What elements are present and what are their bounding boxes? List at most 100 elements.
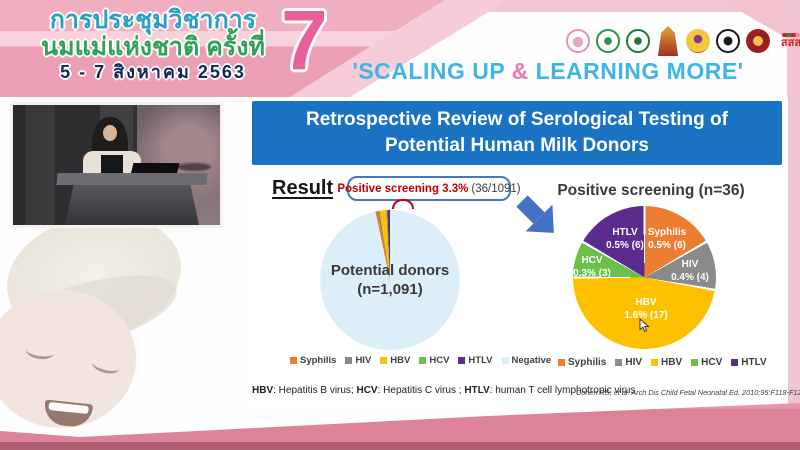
legend-label: Syphilis bbox=[300, 355, 337, 366]
callout-highlight: Positive screening 3.3% bbox=[337, 182, 469, 195]
slice-label-hbv: HBV 1.6% (17) bbox=[615, 296, 677, 322]
presenter-video[interactable] bbox=[10, 102, 223, 228]
legend-label: Syphilis bbox=[568, 357, 607, 368]
legend-swatch-icon bbox=[651, 359, 659, 366]
legend-left: Syphilis HIV HBV HCV HTLV Negative bbox=[290, 355, 560, 366]
sponsor-logos: สสส bbox=[566, 26, 800, 56]
footnote-def: : Hepatitis B virus; bbox=[273, 385, 357, 396]
legend-swatch-icon bbox=[345, 357, 353, 364]
mother-and-child-logo-icon bbox=[566, 29, 590, 53]
positive-screening-title: Positive screening (n=36) bbox=[557, 182, 745, 199]
tagline-ampersand: & bbox=[511, 58, 529, 84]
legend-swatch-icon bbox=[731, 359, 739, 366]
tagline-close: LEARNING MORE' bbox=[528, 58, 744, 84]
legend-label: HIV bbox=[355, 355, 372, 366]
slide-title: Retrospective Review of Serological Test… bbox=[306, 109, 728, 156]
baby-background-photo bbox=[0, 226, 240, 436]
mouse-cursor-icon bbox=[639, 317, 650, 338]
legend-item: HIV bbox=[345, 355, 371, 366]
footnote-def: : Hepatitis C virus ; bbox=[377, 385, 465, 396]
university-seal-icon bbox=[716, 29, 740, 53]
slice-name: HCV bbox=[581, 255, 603, 266]
video-frame bbox=[13, 105, 220, 225]
legend-swatch-icon bbox=[615, 359, 623, 366]
positive-screening-callout: Positive screening 3.3% (36/1091) bbox=[337, 176, 521, 201]
slice-value: 0.4% (4) bbox=[671, 272, 709, 283]
slice-name: HTLV bbox=[612, 227, 638, 238]
conference-title-line1: การประชุมวิชาการ bbox=[49, 6, 257, 34]
legend-swatch-icon bbox=[458, 357, 466, 364]
pie-center-label-line1: Potential donors bbox=[330, 261, 450, 279]
footnote-def: : human T cell lymphotropic virus bbox=[489, 385, 636, 396]
slice-name: HBV bbox=[635, 297, 657, 308]
legend-swatch-icon bbox=[501, 357, 509, 364]
slice-value: 0.5% (6) bbox=[648, 240, 686, 251]
legend-item: HIV bbox=[615, 357, 642, 368]
legend-swatch-icon bbox=[558, 359, 565, 366]
legend-item: HCV bbox=[419, 355, 449, 366]
legend-item: Syphilis bbox=[558, 357, 606, 368]
legend-label: HTLV bbox=[741, 357, 767, 368]
slice-label-syphilis: Syphilis 0.5% (6) bbox=[639, 226, 695, 252]
legend-label: HCV bbox=[429, 355, 450, 366]
tagline-open: 'SCALING UP bbox=[352, 58, 512, 84]
public-health-logo-icon bbox=[596, 29, 620, 53]
callout-pointer-icon bbox=[392, 199, 414, 209]
legend-label: HBV bbox=[390, 355, 411, 366]
legend-item: HBV bbox=[651, 357, 682, 368]
edition-number: 7 bbox=[281, 0, 328, 87]
slice-value: 0.5% (6) bbox=[606, 240, 644, 251]
slice-label-hcv: HCV 0.3% (3) bbox=[563, 254, 621, 280]
footnote-abbr: HBV bbox=[252, 385, 274, 396]
footnote-abbr: HTLV bbox=[464, 385, 490, 396]
slice-value: 0.3% (3) bbox=[573, 268, 611, 279]
pie-center-label-line2: (n=1,091) bbox=[357, 281, 423, 298]
slice-name: Syphilis bbox=[647, 227, 687, 238]
baby-teeth bbox=[48, 401, 89, 415]
legend-item: Negative bbox=[501, 355, 552, 366]
podium bbox=[65, 181, 199, 225]
right-pink-strip bbox=[787, 0, 800, 450]
conference-date: 5 - 7 สิงหาคม 2563 bbox=[60, 62, 246, 82]
callout-detail: (36/1091) bbox=[471, 182, 521, 195]
legend-label: HTLV bbox=[468, 355, 493, 366]
flags-icon bbox=[782, 32, 800, 37]
slice-label-htlv: HTLV 0.5% (6) bbox=[596, 226, 654, 252]
legend-right: Syphilis HIV HBV HCV HTLV bbox=[558, 357, 776, 368]
slide: Retrospective Review of Serological Test… bbox=[246, 97, 800, 411]
positive-screening-pie-chart: Syphilis 0.5% (6) HIV 0.4% (4) HBV 1.6% … bbox=[573, 206, 716, 349]
slide-title-bar: Retrospective Review of Serological Test… bbox=[252, 101, 782, 165]
royal-crown-emblem-icon bbox=[686, 29, 710, 53]
abbreviation-footnote: HBV: Hepatitis B virus; HCV: Hepatitis C… bbox=[252, 385, 636, 396]
potential-donors-pie-chart: Potential donors (n=1,091) bbox=[320, 210, 460, 350]
legend-swatch-icon bbox=[691, 359, 699, 366]
legend-label: HBV bbox=[661, 357, 683, 368]
legend-swatch-icon bbox=[419, 357, 427, 364]
conference-tagline: 'SCALING UP & LEARNING MORE' bbox=[300, 58, 796, 85]
thai-health-promotion-logo: สสส bbox=[776, 29, 800, 53]
legend-item: HBV bbox=[380, 355, 410, 366]
legend-item: HCV bbox=[691, 357, 722, 368]
red-crest-logo-icon bbox=[746, 29, 770, 53]
legend-swatch-icon bbox=[380, 357, 388, 364]
medical-association-logo-icon bbox=[626, 29, 650, 53]
legend-item: HTLV bbox=[731, 357, 767, 368]
conference-banner: การประชุมวิชาการ นมแม่แห่งชาติ ครั้งที่ … bbox=[14, 7, 292, 82]
legend-item: HTLV bbox=[458, 355, 493, 366]
footnote-abbr: HCV bbox=[356, 385, 378, 396]
presenter-face bbox=[103, 125, 117, 141]
conference-title-line2: นมแม่แห่งชาติ ครั้งที่ bbox=[41, 33, 265, 61]
bottom-dark-strip bbox=[0, 442, 800, 450]
pie-center-label: Potential donors (n=1,091) bbox=[331, 261, 449, 300]
legend-swatch-icon bbox=[290, 357, 297, 364]
thai-temple-emblem-icon bbox=[657, 26, 679, 56]
slice-value: 1.6% (17) bbox=[624, 310, 668, 321]
legend-item: Syphilis bbox=[290, 355, 336, 366]
podium-top bbox=[56, 173, 208, 185]
slice-label-hiv: HIV 0.4% (4) bbox=[662, 258, 718, 284]
legend-label: Negative bbox=[511, 355, 552, 366]
result-heading: Result bbox=[272, 177, 334, 199]
reference-citation: Cohen RS, et al. Arch Dis Child Fetal Ne… bbox=[576, 388, 800, 397]
legend-label: HCV bbox=[701, 357, 723, 368]
